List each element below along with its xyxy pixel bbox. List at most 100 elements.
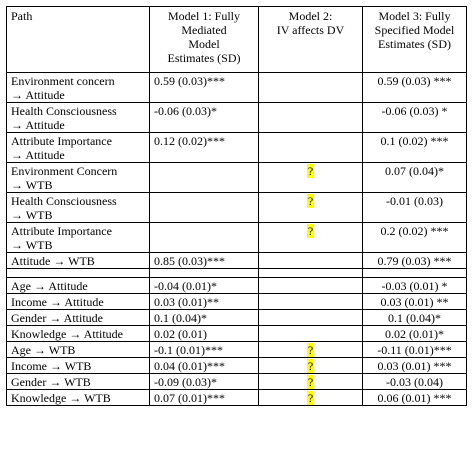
header-row: Path Model 1: Fully Mediated Model Estim…: [6, 6, 467, 73]
model1-estimate: 0.03 (0.01)**: [154, 295, 219, 309]
model3-estimate-cell: 0.06 (0.01) ***: [362, 389, 467, 406]
model1-estimate: -0.04 (0.01)*: [154, 279, 217, 293]
table-row: Environment Concern → WTB? 0.07 (0.04)*: [6, 162, 467, 193]
table-row: Environment concern → Attitude 0.59 (0.03)…: [6, 72, 467, 103]
model3-estimate: 0.03 (0.01) ***: [377, 359, 452, 373]
model1-estimate-cell: 0.1 (0.04)*: [149, 309, 259, 326]
gap-cell: [149, 268, 259, 278]
model2-marker-cell: [258, 132, 363, 163]
path-cell: Gender → Attitude: [6, 309, 150, 326]
path-label: → WTB: [11, 238, 53, 252]
path-label: → Attitude: [11, 118, 65, 132]
model2-marker: ?: [306, 375, 315, 389]
table-row: Age → WTB -0.1 (0.01)***? -0.11 (0.01)***: [6, 341, 467, 358]
model1-estimate-cell: 0.04 (0.01)***: [149, 357, 259, 374]
header-model2: Model 2: IV affects DV: [258, 6, 363, 73]
model1-estimate-cell: [149, 162, 259, 193]
model3-estimate: 0.1 (0.02) ***: [380, 134, 449, 148]
model3-estimate: 0.1 (0.04)*: [388, 311, 441, 325]
model3-estimate: -0.03 (0.01) *: [381, 279, 448, 293]
header-model1-line: Model: [188, 37, 220, 51]
model3-estimate: 0.06 (0.01) ***: [377, 391, 452, 405]
path-cell: Health Consciousness → WTB: [6, 192, 150, 223]
model2-marker-cell: ?: [258, 341, 363, 358]
model1-estimate: 0.04 (0.01)***: [154, 359, 225, 373]
model3-estimate: -0.03 (0.04): [386, 375, 443, 389]
model3-estimate-cell: 0.79 (0.03) ***: [362, 252, 467, 269]
path-cell: Attribute Importance → Attitude: [6, 132, 150, 163]
model3-estimate: -0.06 (0.03) *: [381, 104, 448, 118]
model1-estimate-cell: [149, 192, 259, 223]
table-row: Health Consciousness → Attitude -0.06 (0.0…: [6, 102, 467, 133]
path-cell: Income → WTB: [6, 357, 150, 374]
header-model1-line: Mediated: [181, 23, 227, 37]
path-label: Gender → WTB: [11, 375, 91, 389]
path-cell: Attribute Importance → WTB: [6, 222, 150, 253]
path-label: Age → Attitude: [11, 279, 88, 293]
model2-marker-cell: [258, 102, 363, 133]
path-label: Knowledge → WTB: [11, 391, 111, 405]
model3-estimate: -0.01 (0.03): [386, 194, 443, 208]
header-model2-line: IV affects DV: [276, 23, 345, 37]
path-cell: Income → Attitude: [6, 293, 150, 310]
model3-estimate-cell: -0.03 (0.04): [362, 373, 467, 390]
model2-marker-cell: [258, 309, 363, 326]
model3-estimate-cell: 0.07 (0.04)*: [362, 162, 467, 193]
gap-cell: [6, 268, 150, 278]
header-model1: Model 1: Fully Mediated Model Estimates …: [149, 6, 259, 73]
path-label: Health Consciousness: [11, 104, 117, 118]
path-label: Attribute Importance: [11, 134, 112, 148]
model2-marker: ?: [306, 164, 315, 178]
model3-estimate-cell: 0.03 (0.01) **: [362, 293, 467, 310]
model3-estimate-cell: 0.1 (0.04)*: [362, 309, 467, 326]
model1-estimate-cell: 0.03 (0.01)**: [149, 293, 259, 310]
model3-estimate: 0.07 (0.04)*: [385, 164, 444, 178]
path-cell: Environment Concern → WTB: [6, 162, 150, 193]
model1-estimate: 0.02 (0.01): [154, 327, 207, 341]
path-label: → Attitude: [11, 148, 65, 162]
gap-cell: [362, 268, 467, 278]
table-row: Knowledge → WTB 0.07 (0.01)***? 0.06 (0.01…: [6, 389, 467, 406]
model3-estimate: 0.59 (0.03) ***: [377, 74, 452, 88]
path-label: → WTB: [11, 208, 53, 222]
path-cell: Knowledge → Attitude: [6, 325, 150, 342]
model3-estimate-cell: 0.2 (0.02) ***: [362, 222, 467, 253]
model1-estimate: -0.06 (0.03)*: [154, 104, 217, 118]
table-row: Income → WTB 0.04 (0.01)***? 0.03 (0.01) *…: [6, 357, 467, 374]
model1-estimate-cell: 0.07 (0.01)***: [149, 389, 259, 406]
model1-estimate: -0.09 (0.03)*: [154, 375, 217, 389]
header-model3-line: Specified Model: [374, 23, 455, 37]
model3-estimate-cell: 0.1 (0.02) ***: [362, 132, 467, 163]
table-row: Knowledge → Attitude 0.02 (0.01) 0.02 (0.0…: [6, 325, 467, 342]
path-cell: Age → WTB: [6, 341, 150, 358]
table-row: Attribute Importance → Attitude 0.12 (0.02…: [6, 132, 467, 163]
model2-marker: ?: [306, 343, 315, 357]
path-label: → WTB: [11, 178, 53, 192]
gap-cell: [258, 268, 363, 278]
path-label: Health Consciousness: [11, 194, 117, 208]
path-label: Environment Concern: [11, 164, 118, 178]
table-row: Age → Attitude -0.04 (0.01)* -0.03 (0.01) …: [6, 277, 467, 294]
table-row: Attribute Importance → WTB? 0.2 (0.02) ***: [6, 222, 467, 253]
path-cell: Attitude → WTB: [6, 252, 150, 269]
model2-marker-cell: ?: [258, 222, 363, 253]
path-cell: Environment concern → Attitude: [6, 72, 150, 103]
model2-marker-cell: [258, 72, 363, 103]
model1-estimate-cell: 0.59 (0.03)***: [149, 72, 259, 103]
header-path: Path: [6, 6, 150, 73]
model2-marker: ?: [306, 359, 315, 373]
model3-estimate-cell: 0.59 (0.03) ***: [362, 72, 467, 103]
model1-estimate: 0.59 (0.03)***: [154, 74, 225, 88]
model2-marker-cell: [258, 293, 363, 310]
model2-marker-cell: [258, 325, 363, 342]
model1-estimate-cell: 0.02 (0.01): [149, 325, 259, 342]
model3-estimate: 0.2 (0.02) ***: [380, 224, 449, 238]
path-label: Age → WTB: [11, 343, 76, 357]
model3-estimate: 0.02 (0.01)*: [385, 327, 444, 341]
table-row: Gender → WTB -0.09 (0.03)*? -0.03 (0.04): [6, 373, 467, 390]
model2-marker: ?: [306, 224, 315, 238]
model2-marker: ?: [306, 194, 315, 208]
model2-marker-cell: [258, 252, 363, 269]
table-row: Attitude → WTB 0.85 (0.03)*** 0.79 (0.03) …: [6, 252, 467, 269]
table-row: Income → Attitude 0.03 (0.01)** 0.03 (0.01…: [6, 293, 467, 310]
